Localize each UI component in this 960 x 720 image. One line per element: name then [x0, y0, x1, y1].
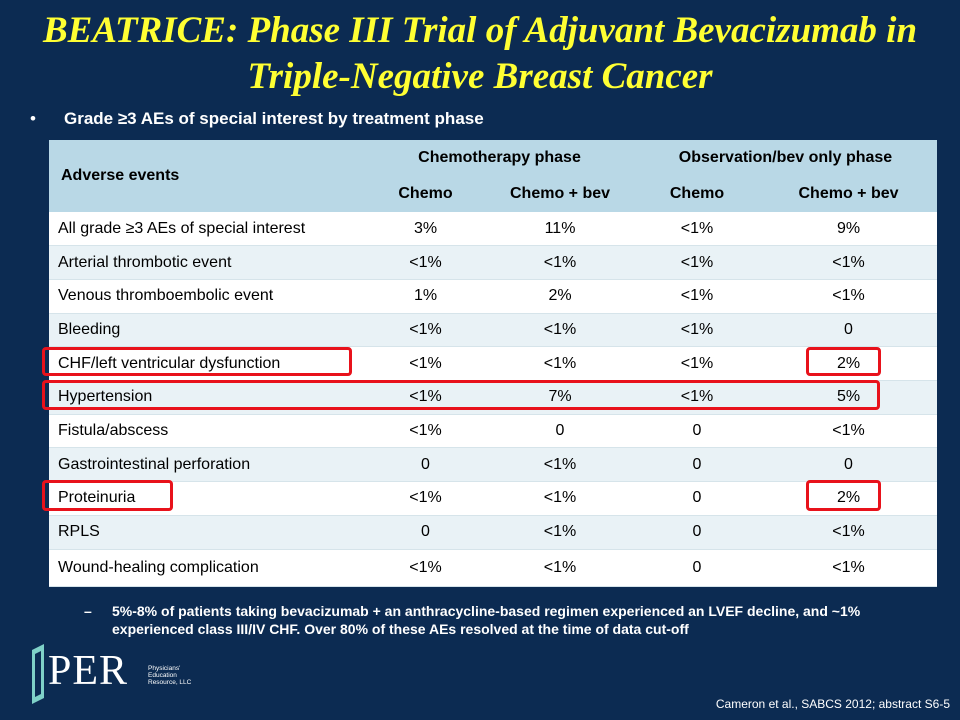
ae-value: 0 — [760, 447, 937, 483]
bullet-text: Grade ≥3 AEs of special interest by trea… — [64, 109, 484, 128]
ae-value: <1% — [486, 481, 634, 516]
table-row: Arterial thrombotic event <1% <1% <1% <1% — [49, 245, 937, 280]
logo-subtext: Physicians' Education Resource, LLC — [148, 665, 192, 686]
ae-value: 9% — [760, 212, 937, 247]
ae-value: <1% — [634, 313, 760, 348]
ae-value: 1% — [365, 279, 486, 314]
sub-bullet-text: 5%-8% of patients taking bevacizumab + a… — [112, 603, 861, 637]
ae-value: 0 — [365, 515, 486, 550]
ae-value: <1% — [486, 549, 634, 588]
ae-label: RPLS — [49, 515, 365, 550]
ae-value: 0 — [760, 313, 937, 348]
table-row: RPLS 0 <1% 0 <1% — [49, 515, 937, 550]
table-row: All grade ≥3 AEs of special interest 3% 11… — [49, 212, 937, 247]
table-row: Fistula/abscess <1% 0 0 <1% — [49, 414, 937, 449]
ae-value: 0 — [634, 414, 760, 449]
subheader-cell: Chemo — [365, 176, 486, 212]
ae-value: 0 — [634, 447, 760, 483]
highlight-box-hypertension — [42, 380, 880, 410]
ae-value: <1% — [760, 279, 937, 314]
ae-value: <1% — [486, 447, 634, 483]
ae-label: Venous thromboembolic event — [49, 279, 365, 314]
highlight-box-chf-value — [806, 347, 881, 376]
ae-value: <1% — [486, 515, 634, 550]
table-row: Proteinuria <1% <1% 0 2% — [49, 481, 937, 516]
ae-value: 0 — [486, 414, 634, 449]
table-row: Bleeding <1% <1% <1% 0 — [49, 313, 937, 348]
ae-value: <1% — [634, 245, 760, 280]
highlight-box-chf — [42, 347, 352, 376]
ae-value: <1% — [365, 346, 486, 382]
bullet-dot: • — [30, 109, 36, 128]
ae-label: Proteinuria — [49, 481, 365, 516]
header-adverse-events: Adverse events — [49, 140, 365, 212]
ae-value: <1% — [634, 346, 760, 382]
header-chemotherapy-phase: Chemotherapy phase — [365, 140, 634, 176]
ae-label: Arterial thrombotic event — [49, 245, 365, 280]
ae-value: <1% — [760, 549, 937, 588]
ae-value: <1% — [634, 279, 760, 314]
subheader-cell: Chemo + bev — [760, 176, 937, 212]
highlight-box-proteinuria — [42, 480, 173, 511]
ae-value: <1% — [365, 414, 486, 449]
ae-value: <1% — [486, 245, 634, 280]
sub-bullet: – 5%-8% of patients taking bevacizumab +… — [84, 602, 934, 638]
logo-text: PER — [48, 648, 129, 694]
ae-value: 0 — [634, 515, 760, 550]
ae-value: 0 — [365, 447, 486, 483]
ae-label: Gastrointestinal perforation — [49, 447, 365, 483]
ae-value: <1% — [760, 414, 937, 449]
per-logo-icon — [32, 644, 44, 704]
sub-bullet-dash: – — [84, 603, 92, 619]
ae-value: <1% — [486, 346, 634, 382]
ae-label: Wound-healing complication — [49, 549, 365, 588]
slide-title: BEATRICE: Phase III Trial of Adjuvant Be… — [42, 10, 918, 97]
ae-value: 2% — [486, 279, 634, 314]
ae-value: 3% — [365, 212, 486, 247]
ae-value: <1% — [365, 245, 486, 280]
ae-label: All grade ≥3 AEs of special interest — [49, 212, 365, 247]
table-row: Gastrointestinal perforation 0 <1% 0 0 — [49, 447, 937, 483]
ae-value: 0 — [634, 481, 760, 516]
ae-value: <1% — [486, 313, 634, 348]
ae-value: <1% — [365, 481, 486, 516]
citation: Cameron et al., SABCS 2012; abstract S6-… — [715, 697, 950, 711]
subheader-cell: Chemo + bev — [486, 176, 634, 212]
table-row: Wound-healing complication <1% <1% 0 <1% — [49, 549, 937, 588]
ae-value: <1% — [634, 212, 760, 247]
ae-value: <1% — [760, 245, 937, 280]
ae-value: 11% — [486, 212, 634, 247]
table-row: Venous thromboembolic event 1% 2% <1% <1% — [49, 279, 937, 314]
ae-value: <1% — [365, 313, 486, 348]
ae-value: <1% — [365, 549, 486, 588]
subheader-cell: Chemo — [634, 176, 760, 212]
ae-value: <1% — [760, 515, 937, 550]
ae-value: 0 — [634, 549, 760, 588]
highlight-box-proteinuria-value — [806, 480, 881, 511]
bullet-point: • Grade ≥3 AEs of special interest by tre… — [30, 109, 484, 129]
ae-label: Fistula/abscess — [49, 414, 365, 449]
ae-label: Bleeding — [49, 313, 365, 348]
header-observation-phase: Observation/bev only phase — [634, 140, 937, 176]
